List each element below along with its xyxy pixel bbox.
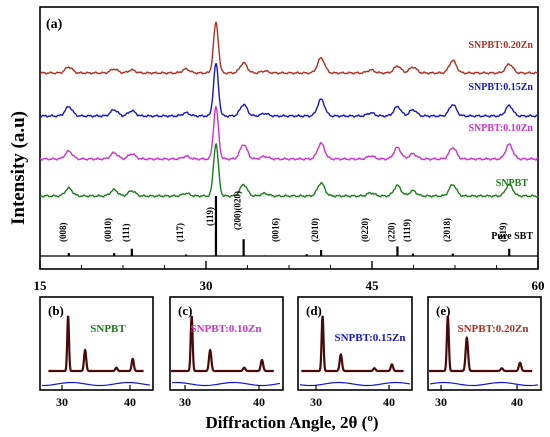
series-label-snpbt-0-10zn: SNPBT:0.10Zn (468, 123, 533, 134)
panel-legend: SNPBT:0.10Zn (190, 323, 261, 335)
panel-c-snpbt-010zn: (c) SNPBT:0.10Zn 30 40 (169, 296, 284, 409)
panel-label: (c) (178, 303, 192, 318)
x-axis-title: Diffraction Angle, 2θ (o) (205, 412, 378, 432)
miller-index-label: (220) (387, 223, 397, 243)
panel-a-x-ticks: 15 30 45 60 (34, 261, 545, 293)
panel-frame (427, 296, 542, 391)
difference-line (171, 381, 281, 387)
panel-legend: SNPBT (90, 323, 126, 335)
x-tick-label: 30 (56, 395, 68, 409)
x-tick-label: 30 (435, 395, 447, 409)
panel-d-snpbt-015zn: (d) SNPBT:0.15Zn 30 40 (297, 296, 413, 409)
miller-index-label: (2010) (310, 218, 320, 242)
miller-index-label: (117) (175, 223, 185, 242)
series-label-snpbt-0-20zn: SNPBT:0.20Zn (468, 40, 533, 51)
panel-label: (b) (48, 303, 64, 318)
panel-label: (d) (306, 303, 322, 318)
miller-index-label: (008) (58, 223, 68, 243)
y-axis-title: Intensity (a.u) (8, 111, 29, 225)
series-line (39, 106, 539, 161)
x-tick-label: 40 (511, 395, 523, 409)
x-tick-label: 40 (124, 395, 136, 409)
x-tick-label: 30 (200, 278, 213, 293)
miller-index-label: (1119) (402, 219, 412, 242)
difference-line (299, 381, 411, 387)
miller-index-label: (2018) (442, 218, 452, 242)
panel-a-label: (a) (46, 17, 63, 32)
series-snpbt-0-15zn: SNPBT:0.15Zn (39, 62, 539, 118)
x-tick-label: 60 (532, 278, 545, 293)
x-tick-label: 40 (253, 395, 265, 409)
series-pure-sbt: Pure SBT (40, 196, 538, 257)
x-tick-label: 30 (310, 395, 322, 409)
degree-superscript: o (367, 412, 373, 424)
miller-index-label: (319) (498, 223, 508, 243)
series-label-snpbt-0-15zn: SNPBT:0.15Zn (468, 82, 533, 93)
pattern-line (171, 315, 274, 373)
series-snpbt: SNPBT (39, 142, 539, 198)
panel-label: (e) (436, 303, 450, 318)
miller-index-label: (119) (205, 207, 215, 226)
miller-index-label: (0220) (360, 218, 370, 242)
miller-index-label: (0016) (270, 218, 280, 242)
miller-index-label: (111) (121, 223, 131, 242)
series-snpbt-0-10zn: SNPBT:0.10Zn (39, 106, 539, 161)
miller-index-label: (200)(020) (233, 191, 243, 230)
series-snpbt-0-20zn: SNPBT:0.20Zn (39, 21, 539, 75)
x-tick-label: 45 (366, 278, 380, 293)
x-tick-label: 15 (34, 278, 48, 293)
series-label-pure-sbt: Pure SBT (491, 231, 533, 242)
series-label-snpbt: SNPBT (496, 178, 529, 189)
panel-frame (297, 296, 413, 391)
panel-legend: SNPBT:0.15Zn (334, 332, 405, 344)
x-tick-label: 30 (179, 395, 191, 409)
panel-frame (39, 296, 154, 391)
series-line (39, 142, 539, 198)
panel-a-frame (39, 6, 539, 270)
pattern-line (48, 315, 144, 373)
pattern-line (429, 315, 533, 373)
panel-b-snpbt: (b) SNPBT 30 40 (39, 296, 154, 409)
panel-frame (169, 296, 284, 391)
difference-line (429, 381, 539, 387)
panel-a-plot-area: Pure SBT SNPBT SNPBT:0.10Zn SNPBT:0.15Zn SNP… (39, 21, 539, 257)
pattern-line (301, 315, 404, 373)
panel-a-main-xrd: (a) Pure SBT SNPBT SNPBT:0.10Zn SNPBT:0.15Z… (34, 6, 545, 293)
series-line (39, 21, 539, 75)
x-tick-label: 40 (383, 395, 395, 409)
panel-legend: SNPBT:0.20Zn (457, 323, 528, 335)
miller-index-label: (0010) (103, 218, 113, 242)
series-line (39, 62, 539, 118)
difference-line (42, 381, 151, 387)
panel-e-snpbt-020zn: (e) SNPBT:0.20Zn 30 40 (427, 296, 542, 409)
